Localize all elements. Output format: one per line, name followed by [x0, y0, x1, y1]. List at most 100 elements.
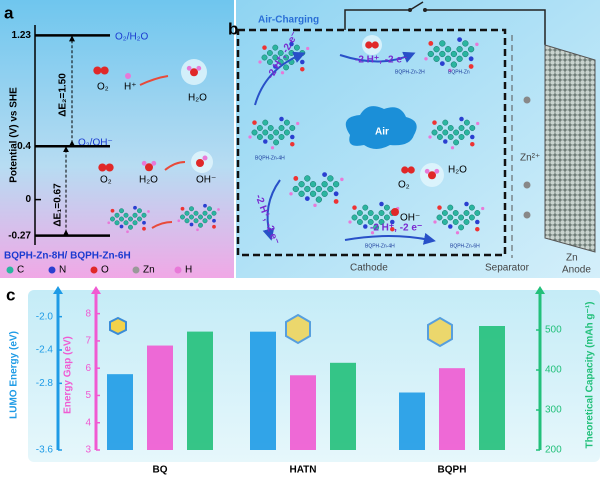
- ion-icon: [523, 211, 531, 219]
- axis-arrow: [53, 286, 63, 294]
- bar: [187, 331, 213, 450]
- gap-label: ΔE₂=1.50: [58, 73, 69, 117]
- zn-anode: [544, 44, 596, 253]
- cathode-frame: [236, 28, 507, 257]
- y-tick-label: 400: [545, 365, 562, 376]
- arrow: [262, 179, 281, 241]
- legend-label: N: [59, 265, 66, 276]
- state-label: BQPH-Zn: [448, 69, 470, 75]
- ion-icon: [523, 96, 531, 104]
- panel-a: a Potential (V) vs SHE O₂/H₂O O₂/OH⁻ ΔE₂…: [0, 0, 234, 278]
- y-tick-label: -2.0: [36, 311, 54, 322]
- y-tick-label: 6: [85, 363, 91, 374]
- switch: [409, 1, 424, 11]
- bar: [107, 374, 133, 450]
- y-tick-label: -2.8: [36, 378, 54, 389]
- y-tick-label: -2.4: [36, 345, 54, 356]
- bar: [330, 362, 356, 450]
- arrow: [139, 75, 169, 86]
- panel-label: c: [6, 285, 15, 304]
- cathode-label: Cathode: [350, 263, 388, 274]
- legend-swatch: [174, 266, 182, 274]
- anode-label: Zn: [566, 253, 578, 264]
- x-tick-label: BQPH: [438, 465, 467, 476]
- legend-label: C: [17, 265, 24, 276]
- step-label: -2 H⁺, -2 e⁻: [370, 223, 422, 234]
- y-tick-label: -0.27: [8, 230, 31, 241]
- axis-arrow: [91, 286, 101, 294]
- species-label: O₂: [398, 180, 410, 191]
- atom-icon: [196, 159, 204, 167]
- x-tick-label: HATN: [289, 465, 316, 476]
- atom-legend: C N O Zn H: [6, 265, 192, 276]
- legend-label: H: [185, 265, 192, 276]
- legend-swatch: [90, 266, 98, 274]
- y-tick-label: 200: [545, 445, 562, 456]
- bar: [290, 375, 316, 450]
- bar: [250, 331, 276, 450]
- air-cloud: [345, 106, 417, 149]
- species-label: O₂: [97, 82, 109, 93]
- mode-title: Air-Charging: [258, 15, 319, 26]
- species-label: OH⁻: [400, 213, 420, 224]
- arrow: [344, 232, 436, 245]
- species-label: H⁺: [124, 82, 137, 93]
- ion-icon: [523, 181, 531, 189]
- legend-swatch: [48, 266, 56, 274]
- axis-title: LUMO Energy (eV): [9, 331, 20, 419]
- panel-background: [0, 0, 234, 278]
- legend-label: O: [101, 265, 109, 276]
- legend-label: Zn: [143, 265, 155, 276]
- axis-title: Theoretical Capacity (mAh g⁻¹): [585, 302, 596, 449]
- material-label: BQPH-Zn-8H/ BQPH-Zn-6H: [4, 251, 131, 262]
- axis-arrow: [535, 286, 545, 294]
- switch: [408, 8, 412, 12]
- panel-label: b: [228, 19, 238, 38]
- switch: [423, 8, 427, 12]
- species-label: H₂O: [139, 175, 158, 186]
- y-tick-label: 5: [85, 390, 91, 401]
- axis-title: Potential (V) vs SHE: [9, 87, 20, 183]
- gap-label: ΔE₁=0.67: [53, 183, 64, 227]
- y-tick-label: 500: [545, 325, 562, 336]
- axis-title: Energy Gap (eV): [63, 336, 74, 414]
- y-tick-label: 8: [85, 308, 91, 319]
- ion-label: Zn²⁺: [520, 153, 540, 164]
- panel-b: b Air-Charging Zn²⁺ Air O₂ H₂O OH⁻ BQPH-…: [228, 0, 600, 278]
- panel-label: a: [4, 3, 14, 22]
- y-tick-label: 1.23: [12, 30, 32, 41]
- anode-label: Anode: [562, 265, 591, 276]
- atom-icon: [125, 73, 131, 79]
- air-label: Air: [375, 127, 389, 138]
- atom-icon: [202, 155, 208, 161]
- state-label: BQPH-Zn-4H: [255, 155, 285, 161]
- legend-swatch: [132, 266, 140, 274]
- y-tick-label: 0: [25, 194, 31, 205]
- arrow: [164, 161, 186, 171]
- panel-c: c -2.0 -2.4 -2.8 -3.6 LUMO Energy (eV) 3 4 5 6 7 8…: [6, 285, 600, 476]
- wire: [344, 9, 546, 45]
- bar: [479, 326, 505, 450]
- arrow: [254, 51, 306, 106]
- y-tick-label: -3.6: [36, 445, 54, 456]
- y-tick-label: 4: [85, 417, 91, 428]
- couple-label: O₂/H₂O: [115, 32, 149, 43]
- species-label: H₂O: [448, 165, 467, 176]
- state-label: BQPH-Zn-6H: [450, 243, 480, 249]
- bar: [147, 345, 173, 450]
- arrow: [151, 221, 173, 229]
- couple-label: O₂/OH⁻: [78, 138, 113, 149]
- structure-icons: [109, 313, 453, 348]
- separator-label: Separator: [485, 263, 530, 274]
- y-tick-label: 300: [545, 405, 562, 416]
- species-label: H₂O: [188, 93, 207, 104]
- arrow: [339, 51, 416, 63]
- bar: [439, 368, 465, 450]
- species-label: OH⁻: [196, 175, 216, 186]
- y-tick-label: 7: [85, 336, 91, 347]
- x-tick-label: BQ: [153, 465, 168, 476]
- state-label: BQPH-Zn-4H: [365, 243, 395, 249]
- species-label: O₂: [100, 175, 112, 186]
- atom-icon: [391, 208, 399, 216]
